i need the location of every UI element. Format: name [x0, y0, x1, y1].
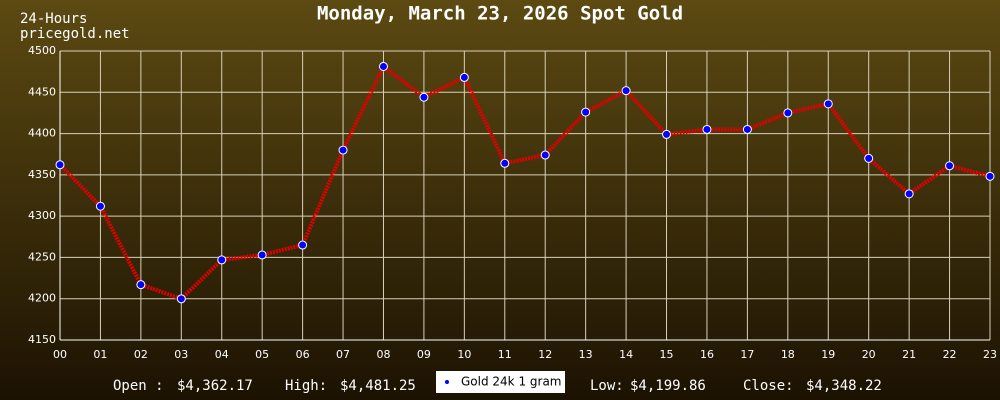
chart-title: Monday, March 23, 2026 Spot Gold: [317, 3, 683, 25]
stat-value: $4,481.25: [340, 378, 416, 394]
x-tick-label: 00: [53, 348, 67, 361]
x-tick-label: 05: [255, 348, 269, 361]
data-point: [864, 153, 874, 163]
x-tick-label: 21: [902, 348, 916, 361]
x-tick-label: 01: [93, 348, 107, 361]
stat-value: $4,362.17: [177, 378, 253, 394]
x-tick-label: 16: [700, 348, 714, 361]
x-tick-label: 13: [579, 348, 593, 361]
y-tick-label: 4250: [28, 250, 56, 263]
y-tick-label: 4500: [28, 44, 56, 57]
legend-marker: [445, 380, 449, 384]
data-point: [95, 201, 105, 211]
x-tick-label: 23: [983, 348, 997, 361]
data-point: [662, 129, 672, 139]
x-tick-label: 17: [740, 348, 754, 361]
x-tick-label: 20: [862, 348, 876, 361]
y-tick-label: 4200: [28, 292, 56, 305]
y-tick-label: 4150: [28, 333, 56, 346]
x-tick-label: 15: [660, 348, 674, 361]
data-point: [621, 86, 631, 96]
data-point: [500, 158, 510, 168]
corner-text: 24-Hours: [20, 11, 87, 27]
y-tick-label: 4350: [28, 168, 56, 181]
data-point: [419, 92, 429, 102]
data-point: [55, 160, 65, 170]
stat-label: Open :: [113, 378, 164, 394]
data-point: [945, 161, 955, 171]
data-point: [136, 280, 146, 290]
x-tick-label: 19: [821, 348, 835, 361]
x-tick-label: 09: [417, 348, 431, 361]
data-point: [298, 240, 308, 250]
corner-text: pricegold.net: [20, 26, 130, 42]
data-line: [58, 63, 991, 302]
x-tick-label: 14: [619, 348, 633, 361]
y-tick-label: 4400: [28, 127, 56, 140]
x-tick-label: 22: [943, 348, 957, 361]
x-tick-label: 18: [781, 348, 795, 361]
stat-label: Low:: [590, 378, 624, 394]
data-point: [823, 99, 833, 109]
data-point: [985, 171, 995, 181]
data-point: [217, 255, 227, 265]
x-tick-label: 02: [134, 348, 148, 361]
x-tick-label: 07: [336, 348, 350, 361]
x-tick-label: 11: [498, 348, 512, 361]
data-point: [338, 145, 348, 155]
data-point: [702, 124, 712, 134]
x-tick-label: 08: [376, 348, 390, 361]
data-point: [742, 124, 752, 134]
x-tick-label: 04: [215, 348, 229, 361]
x-tick-label: 12: [538, 348, 552, 361]
stat-label: Close:: [743, 378, 794, 394]
data-point: [581, 107, 591, 117]
y-tick-label: 4300: [28, 209, 56, 222]
data-point: [904, 189, 914, 199]
data-point: [176, 294, 186, 304]
data-point: [540, 150, 550, 160]
x-tick-label: 06: [296, 348, 310, 361]
x-tick-label: 10: [457, 348, 471, 361]
stat-value: $4,348.22: [806, 378, 882, 394]
legend-label: Gold 24k 1 gram: [461, 375, 561, 389]
data-point: [257, 250, 267, 260]
stat-label: High:: [285, 378, 327, 394]
data-point: [378, 61, 388, 71]
y-tick-label: 4450: [28, 85, 56, 98]
data-point: [783, 108, 793, 118]
legend-box: [436, 371, 565, 393]
x-tick-label: 03: [174, 348, 188, 361]
data-point: [459, 72, 469, 82]
stat-value: $4,199.86: [630, 378, 706, 394]
